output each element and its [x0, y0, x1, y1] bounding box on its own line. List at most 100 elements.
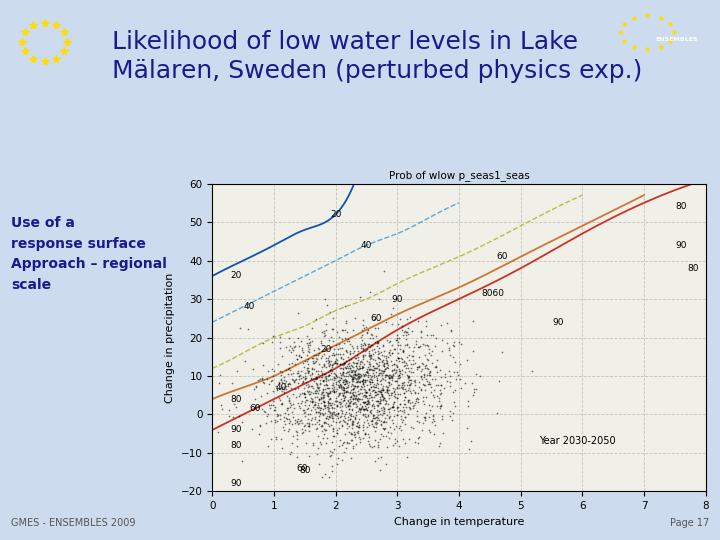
Point — [314, 408, 325, 417]
Point — [379, 400, 390, 409]
Point — [342, 335, 354, 343]
Point — [359, 387, 371, 396]
Point — [315, 404, 327, 413]
Point — [338, 370, 349, 379]
Point — [345, 397, 356, 406]
Point — [361, 367, 373, 375]
Point — [270, 416, 282, 424]
Point — [346, 380, 357, 388]
Point — [409, 401, 420, 410]
Point — [351, 396, 363, 404]
Point — [394, 442, 405, 450]
Point — [402, 396, 414, 404]
Point — [299, 393, 310, 402]
Point — [374, 295, 385, 303]
Point — [310, 413, 321, 421]
Point — [392, 338, 404, 346]
Point — [351, 391, 362, 400]
Point — [428, 430, 440, 438]
Point — [376, 358, 387, 367]
Point — [436, 336, 448, 345]
Point — [370, 381, 382, 390]
Point — [323, 383, 335, 392]
Point — [361, 329, 373, 338]
Point — [334, 364, 346, 373]
Point — [369, 436, 380, 444]
Point — [417, 359, 428, 368]
Point — [306, 353, 318, 362]
Point — [328, 388, 340, 396]
Point — [307, 375, 319, 383]
Point — [368, 402, 379, 410]
Point — [386, 349, 397, 357]
Point — [333, 375, 345, 384]
Point — [348, 431, 360, 440]
Point — [405, 376, 417, 384]
Point — [309, 397, 320, 406]
Point — [427, 330, 438, 339]
Point — [410, 380, 421, 389]
Point — [312, 366, 323, 375]
Point — [308, 377, 320, 386]
Point — [297, 379, 308, 387]
Point — [354, 377, 366, 386]
Point — [397, 347, 408, 356]
Point — [343, 415, 354, 424]
Point — [394, 315, 405, 323]
Point — [379, 364, 390, 373]
Point — [367, 414, 379, 422]
Point — [448, 368, 459, 376]
Point — [310, 356, 322, 365]
Point — [287, 359, 298, 367]
Point — [398, 406, 410, 415]
Point — [405, 379, 417, 388]
Point — [355, 342, 366, 351]
Point — [362, 373, 374, 381]
Point — [320, 354, 332, 362]
Point — [327, 360, 338, 368]
Point — [384, 351, 395, 360]
Point — [300, 411, 311, 420]
Point — [387, 349, 398, 357]
Point — [323, 391, 334, 400]
Point — [359, 402, 370, 410]
Point — [379, 362, 390, 370]
Point — [369, 413, 381, 422]
Point — [320, 414, 332, 422]
Point — [379, 362, 390, 370]
Point — [318, 417, 330, 426]
Point — [320, 371, 332, 380]
Point — [377, 350, 388, 359]
Point — [326, 363, 338, 372]
Point — [374, 386, 386, 395]
Point — [328, 416, 339, 425]
Point — [349, 413, 361, 421]
Point — [426, 382, 437, 391]
Point — [347, 419, 359, 428]
Point — [417, 397, 428, 406]
Point — [336, 441, 348, 449]
Point — [337, 349, 348, 358]
Point — [327, 325, 338, 333]
Point — [317, 386, 328, 394]
Point — [316, 409, 328, 417]
Point — [229, 399, 240, 408]
Point — [423, 356, 434, 364]
Point — [339, 377, 351, 386]
Point — [412, 364, 423, 373]
Point — [340, 346, 351, 354]
Point — [337, 391, 348, 400]
Point — [341, 361, 353, 370]
Point — [400, 367, 411, 376]
Point — [330, 349, 342, 358]
Point — [267, 386, 279, 395]
Point — [342, 382, 354, 391]
Point — [399, 327, 410, 335]
Point — [384, 374, 395, 383]
Point — [307, 369, 318, 377]
Point — [334, 380, 346, 389]
Point — [373, 387, 384, 396]
Point — [404, 375, 415, 384]
Point — [323, 361, 334, 369]
Point — [305, 397, 316, 406]
